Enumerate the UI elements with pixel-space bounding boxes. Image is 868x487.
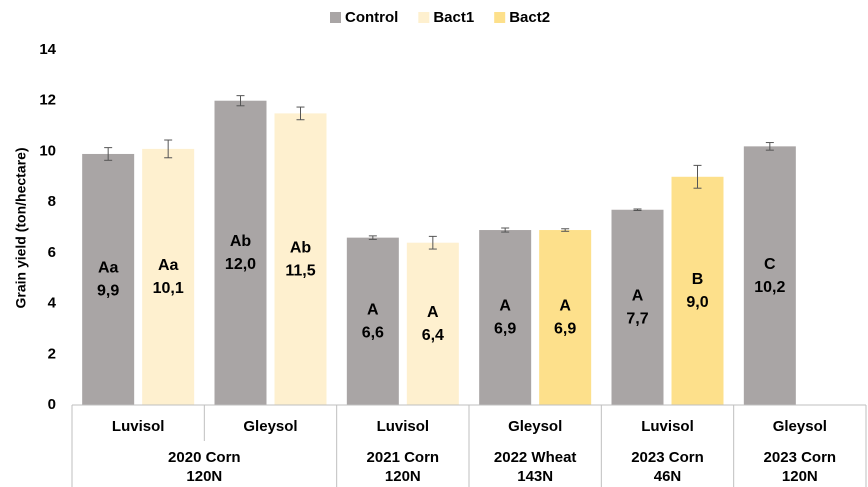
data-label: 10,1 — [153, 280, 184, 297]
y-tick-label: 12 — [39, 92, 56, 109]
x-tick-label: Gleysol — [508, 418, 562, 435]
x-tick-label: Luvisol — [112, 418, 165, 435]
data-letter: A — [499, 298, 511, 315]
bar — [671, 176, 724, 405]
legend-swatch — [330, 12, 341, 23]
bar — [142, 148, 195, 405]
data-label: 6,9 — [554, 321, 576, 338]
data-letter: Ab — [290, 239, 312, 256]
bar — [82, 153, 135, 405]
legend-swatch — [418, 12, 430, 23]
bar — [406, 242, 459, 405]
data-label: 11,5 — [285, 262, 315, 279]
group-label: 2022 Wheat — [494, 449, 577, 466]
data-letter: Aa — [98, 260, 119, 277]
group-label: 2020 Corn — [168, 449, 241, 466]
data-label: 10,2 — [754, 279, 785, 296]
group-label: 2021 Corn — [367, 449, 440, 466]
data-label: 6,6 — [362, 325, 384, 342]
group-label: 2023 Corn — [764, 449, 837, 466]
bar — [743, 146, 796, 405]
y-tick-label: 6 — [48, 244, 56, 261]
data-letter: A — [559, 298, 571, 315]
bar — [214, 100, 267, 405]
legend-label: Bact1 — [433, 9, 474, 26]
data-label: 6,4 — [422, 327, 444, 344]
bar — [274, 113, 327, 406]
data-letter: A — [367, 302, 379, 319]
group-label: 143N — [517, 468, 553, 485]
group-label: 120N — [385, 468, 421, 485]
x-tick-label: Luvisol — [377, 418, 430, 435]
bar — [479, 230, 532, 405]
legend-label: Control — [345, 9, 398, 26]
bar — [346, 237, 399, 405]
bar — [611, 209, 664, 405]
data-letter: Aa — [158, 257, 179, 274]
bar — [539, 230, 592, 405]
x-tick-label: Luvisol — [641, 418, 694, 435]
y-axis-title: Grain yield (ton/hectare) — [13, 147, 29, 308]
group-label: 2023 Corn — [631, 449, 704, 466]
y-tick-label: 4 — [48, 295, 57, 312]
legend-label: Bact2 — [509, 9, 550, 26]
y-tick-label: 10 — [39, 142, 56, 159]
data-label: 7,7 — [626, 311, 648, 328]
y-tick-label: 8 — [48, 193, 56, 210]
data-letter: C — [764, 256, 776, 273]
group-label: 120N — [782, 468, 818, 485]
y-tick-label: 2 — [48, 345, 56, 362]
y-tick-label: 14 — [39, 41, 56, 58]
data-label: 9,9 — [97, 283, 119, 300]
group-label: 120N — [186, 468, 222, 485]
data-letter: A — [632, 288, 644, 305]
x-tick-label: Gleysol — [243, 418, 297, 435]
data-letter: B — [692, 271, 704, 288]
legend-swatch — [494, 12, 506, 23]
data-letter: Ab — [230, 233, 252, 250]
data-label: 6,9 — [494, 321, 516, 338]
group-label: 46N — [654, 468, 682, 485]
data-label: 9,0 — [686, 294, 708, 311]
data-letter: A — [427, 304, 439, 321]
x-tick-label: Gleysol — [773, 418, 827, 435]
data-label: 12,0 — [225, 256, 256, 273]
y-tick-label: 0 — [48, 396, 56, 413]
